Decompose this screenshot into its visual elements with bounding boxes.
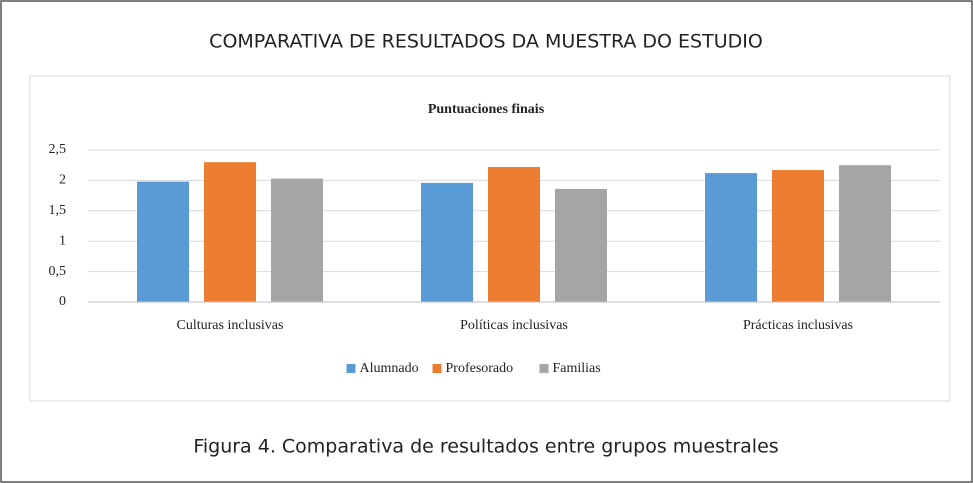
y-tick-label: 2,5 — [49, 142, 67, 157]
bar — [772, 170, 824, 302]
chart-title: Puntuaciones finais — [428, 102, 545, 117]
legend-swatch — [346, 364, 356, 373]
legend-label: Alumnado — [360, 361, 419, 376]
y-tick-label: 0,5 — [49, 264, 67, 279]
bar — [555, 188, 607, 302]
x-tick-label: Prácticas inclusivas — [743, 318, 853, 333]
bar — [204, 162, 256, 302]
x-tick-label: Culturas inclusivas — [177, 318, 284, 333]
y-tick-label: 2 — [59, 173, 66, 188]
bar — [137, 181, 189, 302]
legend-label: Familias — [553, 361, 601, 376]
y-tick-label: 1 — [59, 233, 66, 248]
legend-swatch — [539, 364, 549, 373]
bar — [705, 173, 757, 302]
legend-label: Profesorado — [446, 361, 514, 376]
bar — [488, 167, 540, 302]
y-tick-label: 0 — [59, 294, 66, 309]
bar — [271, 178, 323, 302]
bar — [421, 182, 473, 302]
bar — [839, 165, 891, 302]
y-tick-label: 1,5 — [49, 203, 67, 218]
legend-swatch — [432, 364, 442, 373]
caption: Figura 4. Comparativa de resultados entr… — [193, 436, 778, 458]
heading: COMPARATIVA DE RESULTADOS DA MUESTRA DO … — [209, 31, 763, 53]
x-tick-label: Políticas inclusivas — [460, 318, 568, 333]
